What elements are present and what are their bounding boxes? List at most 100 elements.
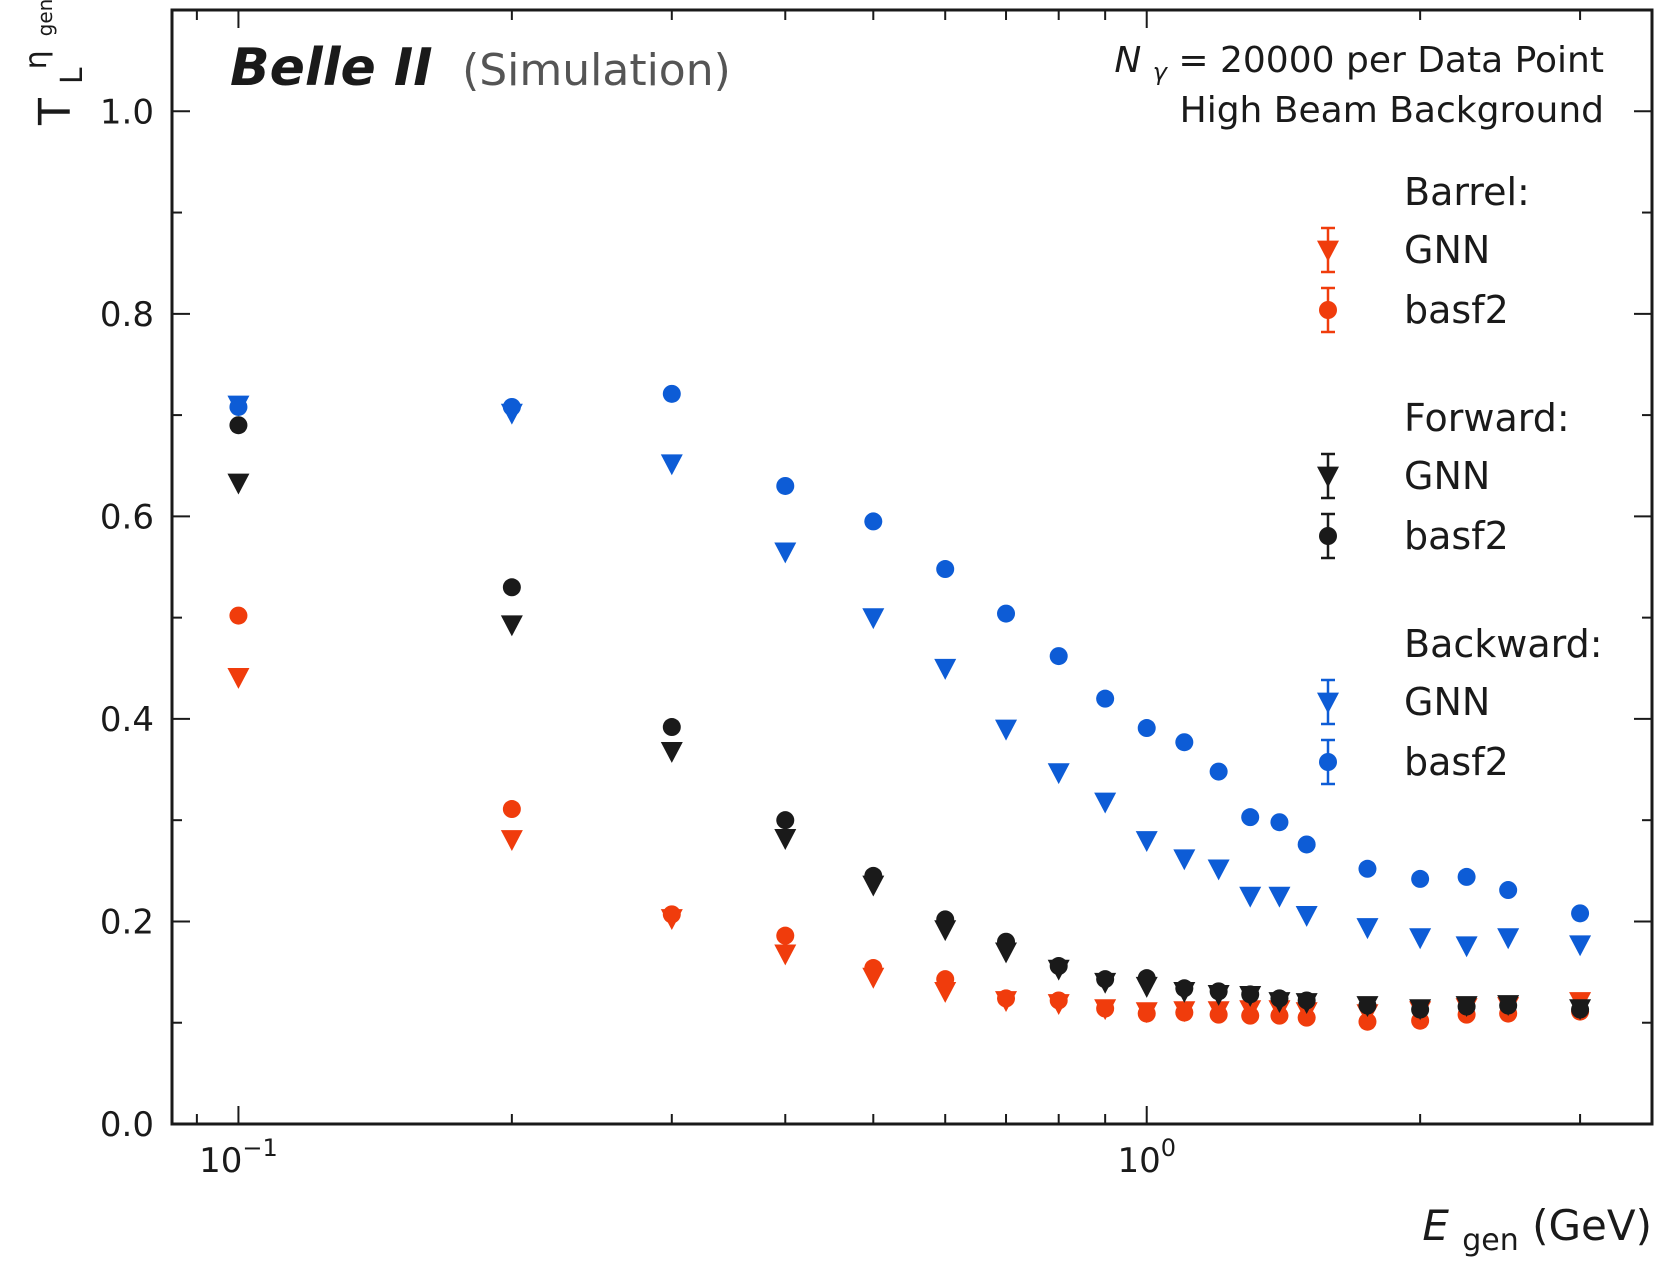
data-point: [500, 830, 523, 851]
legend-entry: basf2: [1319, 286, 1509, 334]
data-point: [1137, 1004, 1156, 1023]
legend-label: basf2: [1404, 514, 1509, 558]
data-point: [1207, 859, 1230, 881]
data-point: [1209, 1005, 1228, 1024]
x-axis-label: E gen (GeV): [1422, 1201, 1652, 1260]
data-point: [1409, 928, 1432, 950]
data-point: [997, 604, 1016, 623]
data-point: [1049, 957, 1068, 976]
data-point: [774, 944, 797, 966]
data-point: [1268, 886, 1291, 908]
data-point: [1497, 928, 1520, 950]
legend-entry: basf2: [1319, 512, 1509, 560]
data-point: [936, 910, 955, 929]
legend-entry: GNN: [1317, 678, 1490, 726]
data-point: [1455, 936, 1478, 958]
data-point: [1241, 808, 1260, 827]
series-barrel-basf2: [229, 606, 1590, 1031]
experiment-name: Belle II: [230, 38, 433, 98]
y-tick-label: 1.0: [100, 92, 154, 132]
legend-label: basf2: [1404, 740, 1509, 784]
x-tick-label: 10−1: [199, 1134, 278, 1181]
data-point: [1297, 991, 1316, 1010]
series-forward-basf2: [229, 416, 1590, 1019]
experiment-label: Belle II (Simulation): [230, 38, 731, 98]
info-symbol: N: [1114, 40, 1141, 81]
x-tick-label: 100: [1117, 1134, 1176, 1181]
y-axis-label: T L η gen: [6, 0, 93, 126]
data-point: [1358, 859, 1377, 878]
y-tick-label: 0.2: [100, 902, 154, 942]
data-point: [1571, 1000, 1590, 1019]
data-point: [936, 970, 955, 989]
data-point: [997, 989, 1016, 1008]
legend-label: basf2: [1404, 288, 1509, 332]
data-point: [1295, 906, 1318, 927]
legend-entry: basf2: [1319, 738, 1509, 786]
data-point: [1049, 991, 1068, 1010]
data-point: [1358, 996, 1377, 1015]
data-point: [229, 606, 248, 625]
data-point: [1297, 835, 1316, 854]
data-point: [227, 668, 250, 689]
legend: Barrel: GNN basf2 Forward: GNN basf2 Backward:…: [1317, 170, 1603, 786]
data-point: [229, 416, 248, 435]
data-point: [934, 981, 957, 1003]
series-forward-gnn: [227, 473, 1592, 1021]
simulation-tag: (Simulation): [462, 45, 731, 96]
data-point: [229, 397, 248, 416]
y-axis-sup: η: [19, 50, 54, 69]
legend-marker: [1317, 240, 1339, 262]
plot-frame: [170, 8, 1654, 1126]
legend-group-title: Forward:: [1404, 396, 1570, 440]
data-point: [1137, 719, 1156, 738]
data-point: [1135, 831, 1158, 852]
data-point: [502, 800, 521, 819]
data-point: [1241, 1006, 1260, 1025]
data-point: [1270, 813, 1289, 832]
series-backward-gnn: [227, 395, 1592, 958]
data-point: [1137, 969, 1156, 988]
data-point: [774, 542, 797, 564]
data-point: [1209, 762, 1228, 781]
data-point: [1356, 918, 1379, 940]
legend-group-title: Backward:: [1404, 622, 1603, 666]
data-point: [1270, 1006, 1289, 1025]
data-point: [936, 560, 955, 579]
data-point: [776, 476, 795, 495]
y-tick-label: 0.8: [100, 295, 154, 335]
info-symbol-sub: γ: [1153, 58, 1169, 86]
data-point: [1094, 792, 1117, 814]
data-point: [776, 811, 795, 830]
data-point: [1239, 886, 1262, 908]
data-point: [1411, 869, 1430, 888]
legend-label: GNN: [1404, 680, 1490, 724]
data-point: [660, 741, 683, 763]
data-point: [1096, 970, 1115, 989]
legend-label: GNN: [1404, 454, 1490, 498]
data-point: [662, 718, 681, 737]
data-point: [864, 959, 883, 978]
data-point: [1175, 733, 1194, 752]
y-tick-label: 0.6: [100, 497, 154, 537]
legend-marker: [1319, 753, 1337, 771]
svg-text:T L η gen: T L η gen: [6, 0, 93, 126]
data-point: [662, 905, 681, 924]
data-point: [1571, 904, 1590, 923]
x-axis-sub: gen: [1462, 1223, 1519, 1258]
data-point: [1096, 999, 1115, 1018]
info-line-1: N γ = 20000 per Data Point: [1114, 40, 1604, 89]
data-point: [1499, 996, 1518, 1015]
x-axis-unit: (GeV): [1532, 1201, 1652, 1250]
data-point: [1173, 849, 1196, 871]
legend-group-title: Barrel:: [1404, 170, 1530, 214]
data-point: [864, 866, 883, 885]
data-point: [995, 719, 1018, 741]
data-point: [660, 454, 683, 476]
data-point: [1175, 1003, 1194, 1022]
axes: 0.0 0.2 0.4 0.6 0.8 1.0 10−1 100: [100, 8, 1654, 1181]
data-point: [1457, 997, 1476, 1016]
data-point: [1049, 647, 1068, 666]
data-point: [1457, 867, 1476, 886]
